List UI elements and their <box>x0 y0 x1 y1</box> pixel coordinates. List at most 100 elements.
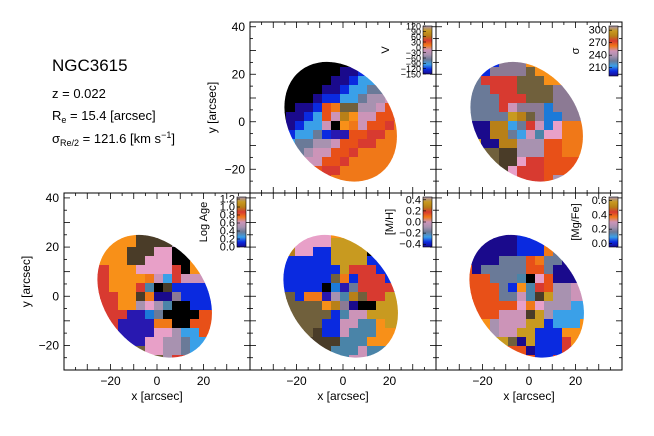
spaxel <box>445 220 455 230</box>
spaxel <box>73 229 83 239</box>
spaxel <box>553 319 563 329</box>
spaxel <box>508 265 518 275</box>
spaxel <box>553 238 563 248</box>
spaxel <box>367 346 377 356</box>
spaxel <box>181 220 191 230</box>
spaxel <box>394 364 404 374</box>
spaxel <box>127 202 137 212</box>
spaxel <box>571 319 581 329</box>
spaxel <box>544 328 554 338</box>
spaxel <box>526 328 536 338</box>
spaxel <box>544 301 554 311</box>
spaxel <box>172 310 182 320</box>
spaxel <box>598 355 608 365</box>
spaxel <box>340 94 350 104</box>
spaxel <box>412 121 421 131</box>
spaxel <box>349 274 359 284</box>
spaxel <box>91 247 101 257</box>
spaxel <box>82 292 92 302</box>
spaxel <box>526 130 536 140</box>
spaxel <box>544 157 554 167</box>
spaxel <box>268 220 278 230</box>
spaxel <box>544 319 554 329</box>
spaxel <box>436 211 446 221</box>
spaxel <box>226 274 236 284</box>
spaxel <box>421 112 431 122</box>
spaxel <box>562 148 572 158</box>
spaxel <box>499 238 509 248</box>
spaxel <box>73 212 83 221</box>
spaxel <box>226 256 236 266</box>
spaxel <box>508 355 518 365</box>
spaxel <box>385 130 395 140</box>
spaxel <box>499 292 509 302</box>
spaxel <box>445 238 455 248</box>
colorbar-tick-label: 0.4 <box>220 226 235 238</box>
spaxel <box>268 247 278 257</box>
spaxel <box>244 292 254 302</box>
spaxel <box>517 139 527 149</box>
spaxel <box>313 193 323 203</box>
spaxel <box>481 283 491 293</box>
spaxel <box>508 175 518 185</box>
spaxel <box>430 274 440 284</box>
spaxel <box>553 346 563 356</box>
spaxel <box>447 85 455 95</box>
spaxel <box>250 292 260 302</box>
spaxel <box>295 212 305 221</box>
sigma-close: ] <box>171 131 175 146</box>
spaxel <box>571 112 581 122</box>
spaxel <box>544 283 554 293</box>
spaxel <box>331 85 341 95</box>
spaxel <box>163 319 173 329</box>
spaxel <box>367 337 377 347</box>
spaxel <box>553 202 563 212</box>
spaxel <box>277 337 287 347</box>
spaxel <box>322 22 332 32</box>
spaxel <box>394 166 404 176</box>
spaxel <box>490 229 500 239</box>
spaxel <box>463 319 473 329</box>
spaxel <box>82 212 92 221</box>
spaxel <box>358 157 368 167</box>
spaxel <box>580 319 590 329</box>
spaxel <box>226 292 236 302</box>
spaxel <box>304 274 314 284</box>
spaxel <box>421 76 431 86</box>
spaxel <box>313 247 323 257</box>
spaxel <box>268 229 278 239</box>
spaxel <box>571 76 581 86</box>
spaxel <box>421 157 431 167</box>
spaxel <box>145 283 155 293</box>
spaxel <box>447 139 455 149</box>
spaxel <box>268 310 278 320</box>
spaxel <box>199 301 209 311</box>
spaxel <box>268 22 278 32</box>
spaxel <box>118 229 128 239</box>
spaxel <box>421 310 422 320</box>
spaxel <box>421 364 422 374</box>
spaxel <box>118 274 128 284</box>
spaxel <box>430 139 440 149</box>
spaxel <box>394 40 404 50</box>
spaxel <box>268 76 278 86</box>
spaxel <box>472 256 482 266</box>
spaxel <box>277 283 287 293</box>
spaxel <box>277 148 287 158</box>
spaxel <box>553 301 563 311</box>
spaxel <box>64 301 74 311</box>
spaxel <box>553 103 563 113</box>
spaxel <box>172 301 182 311</box>
spaxel <box>136 364 146 374</box>
spaxel <box>472 355 482 365</box>
spaxel <box>172 247 182 257</box>
spaxel <box>394 283 404 293</box>
spaxel <box>235 319 236 329</box>
spaxel <box>553 67 563 77</box>
spaxel <box>535 265 545 275</box>
spaxel <box>109 247 119 257</box>
spaxel <box>508 202 518 212</box>
spaxel <box>535 22 545 32</box>
spaxel <box>421 139 431 149</box>
spaxel <box>447 112 455 122</box>
